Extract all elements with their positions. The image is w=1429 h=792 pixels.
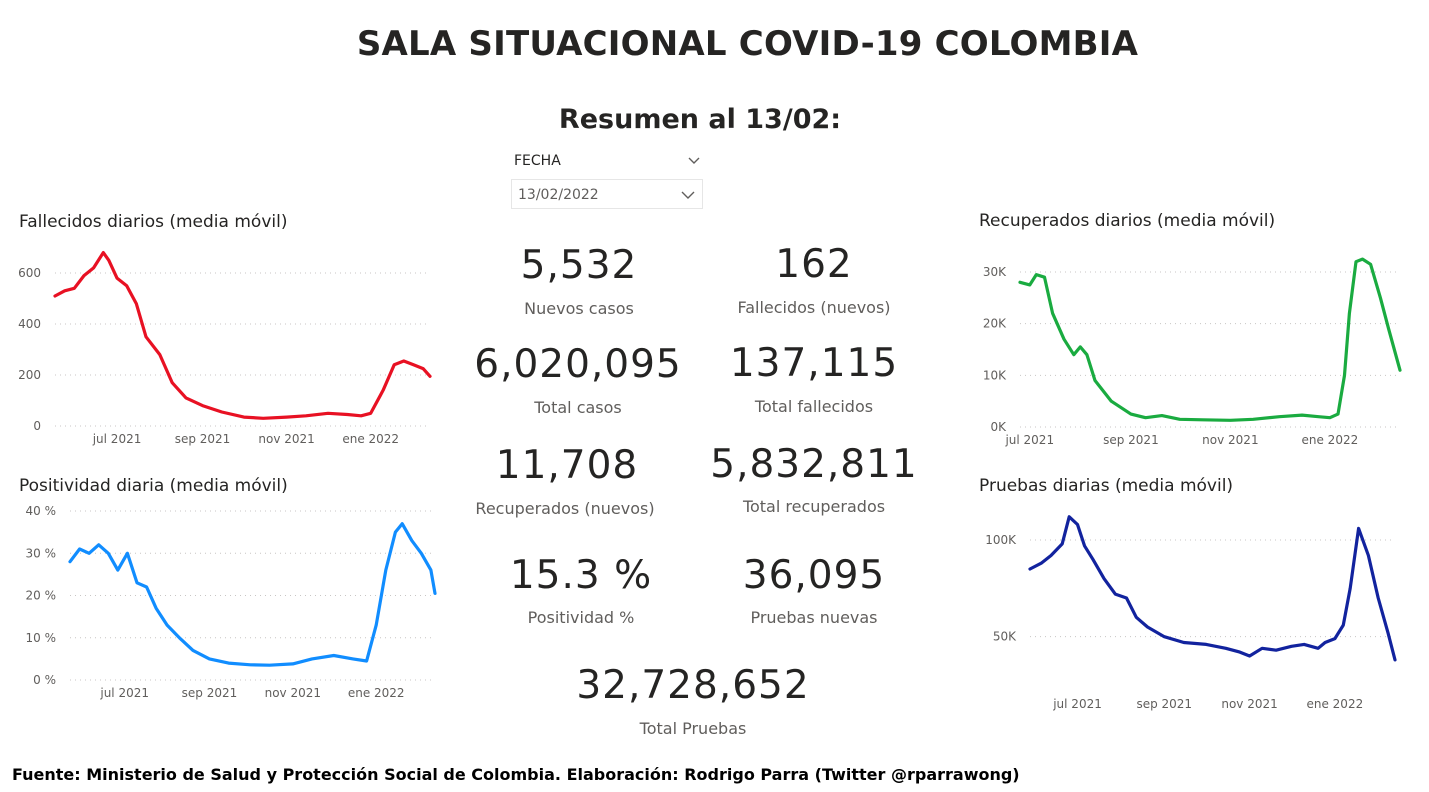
kpi-fallecidos-nuevos-value: 162 xyxy=(775,242,853,287)
y-tick-label: 10K xyxy=(983,368,1007,382)
series-line-pruebas xyxy=(1028,515,1397,662)
y-tick-label: 40 % xyxy=(26,504,57,518)
x-tick-label: nov 2021 xyxy=(265,686,321,700)
y-tick-label: 50K xyxy=(993,630,1017,644)
kpi-total-casos-label: Total casos xyxy=(534,398,622,417)
y-tick-label: 30 % xyxy=(26,546,57,560)
y-tick-label: 600 xyxy=(18,266,41,280)
x-tick-label: sep 2021 xyxy=(175,432,231,446)
y-tick-label: 10 % xyxy=(26,631,57,645)
x-tick-label: ene 2022 xyxy=(342,432,399,446)
chart-title-recuperados: Recuperados diarios (media móvil) xyxy=(979,211,1276,231)
kpi-nuevos-casos-value: 5,532 xyxy=(520,243,638,288)
x-tick-label: jul 2021 xyxy=(1052,697,1102,711)
kpi-total-fallecidos-value: 137,115 xyxy=(729,341,899,386)
kpi-total-pruebas-label: Total Pruebas xyxy=(639,719,747,738)
x-tick-label: nov 2021 xyxy=(1202,433,1258,447)
chart-title-fallecidos: Fallecidos diarios (media móvil) xyxy=(19,212,288,232)
chart-positividad: 0 % 10 % 20 % 30 % 40 % jul 2021 sep 2021 nov 2… xyxy=(26,504,437,700)
y-tick-label: 0K xyxy=(990,420,1007,434)
x-tick-label: sep 2021 xyxy=(1103,433,1159,447)
kpi-pruebas-nuevas-label: Pruebas nuevas xyxy=(750,608,878,627)
x-tick-label: nov 2021 xyxy=(258,432,314,446)
series-line-positividad xyxy=(68,522,437,667)
x-tick-label: ene 2022 xyxy=(1302,433,1359,447)
chevron-down-icon[interactable] xyxy=(686,153,702,169)
y-tick-label: 200 xyxy=(18,368,41,382)
x-tick-label: sep 2021 xyxy=(182,686,238,700)
kpi-total-casos-value: 6,020,095 xyxy=(474,342,682,387)
x-tick-label: jul 2021 xyxy=(1004,433,1054,447)
kpi-nuevos-casos-label: Nuevos casos xyxy=(524,299,634,318)
y-tick-label: 20K xyxy=(983,317,1007,331)
date-slicer-label: FECHA xyxy=(514,153,561,169)
summary-subtitle: Resumen al 13/02: xyxy=(558,104,842,135)
x-tick-label: sep 2021 xyxy=(1136,697,1192,711)
source-footer: Fuente: Ministerio de Salud y Protección… xyxy=(12,765,1020,784)
y-tick-label: 30K xyxy=(983,265,1007,279)
date-dropdown[interactable]: 13/02/2022 xyxy=(511,179,703,209)
kpi-fallecidos-nuevos-label: Fallecidos (nuevos) xyxy=(737,298,891,317)
y-tick-label: 0 xyxy=(33,419,41,433)
kpi-positividad-label: Positividad % xyxy=(527,608,635,627)
page-title: SALA SITUACIONAL COVID-19 COLOMBIA xyxy=(356,24,1139,64)
y-tick-label: 0 % xyxy=(33,673,56,687)
chart-fallecidos: 0 200 400 600 jul 2021 sep 2021 nov 2021 ene 20… xyxy=(18,250,432,446)
x-tick-label: nov 2021 xyxy=(1221,697,1277,711)
kpi-total-pruebas-value: 32,728,652 xyxy=(576,663,810,708)
y-tick-label: 100K xyxy=(985,533,1017,547)
x-tick-label: ene 2022 xyxy=(1306,697,1363,711)
y-tick-label: 20 % xyxy=(26,589,57,603)
kpi-positividad-value: 15.3 % xyxy=(509,553,653,598)
kpi-recuperados-nuevos-label: Recuperados (nuevos) xyxy=(475,499,655,518)
x-tick-label: jul 2021 xyxy=(99,686,149,700)
kpi-recuperados-nuevos-value: 11,708 xyxy=(495,443,639,488)
chart-pruebas: 50K 100K jul 2021 sep 2021 nov 2021 ene 2022 xyxy=(985,515,1397,711)
series-line-fallecidos xyxy=(53,250,432,420)
chart-title-pruebas: Pruebas diarias (media móvil) xyxy=(979,476,1234,496)
kpi-total-fallecidos-label: Total fallecidos xyxy=(754,397,874,416)
chart-title-positividad: Positividad diaria (media móvil) xyxy=(19,476,288,496)
kpi-total-recuperados-label: Total recuperados xyxy=(742,497,886,516)
chevron-down-icon xyxy=(681,191,695,199)
series-line-recuperados xyxy=(1018,257,1402,422)
chart-recuperados: 0K 10K 20K 30K jul 2021 sep 2021 nov 2021 ene 2… xyxy=(983,257,1402,447)
x-tick-label: ene 2022 xyxy=(348,686,405,700)
x-tick-label: jul 2021 xyxy=(92,432,142,446)
y-tick-label: 400 xyxy=(18,317,41,331)
date-dropdown-value: 13/02/2022 xyxy=(518,187,599,203)
kpi-total-recuperados-value: 5,832,811 xyxy=(710,442,918,487)
kpi-pruebas-nuevas-value: 36,095 xyxy=(742,553,886,598)
